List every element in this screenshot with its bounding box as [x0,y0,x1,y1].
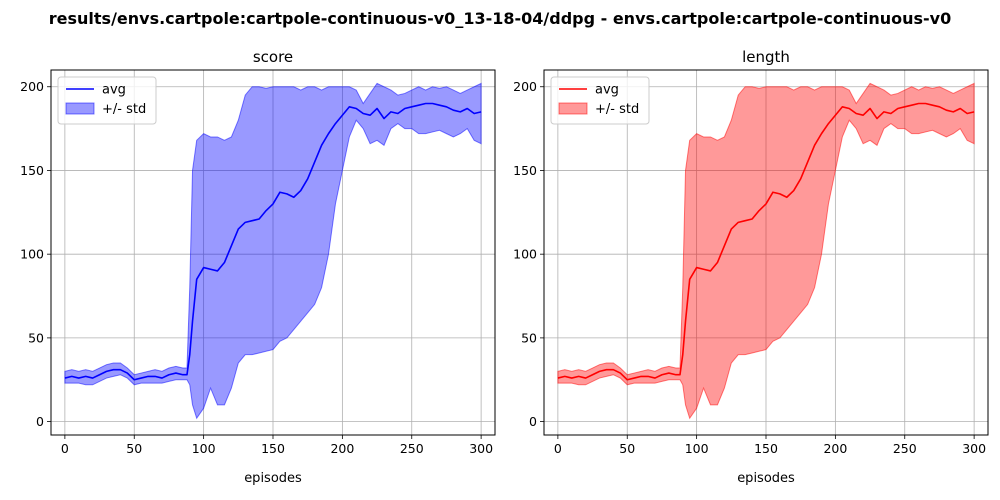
legend-band-swatch-1 [558,102,588,115]
y-tick-label-0-4: 200 [20,79,44,94]
avg-line-1 [557,102,975,381]
x-tick-label-1-6: 300 [962,441,986,456]
legend-label-std-1: +/- std [595,102,639,117]
std-band-0 [64,82,482,420]
legend-band-swatch-0 [65,102,95,115]
chart-title-0: score [253,48,293,66]
y-tick-label-1-2: 100 [513,247,537,262]
y-tick-label-1-0: 0 [529,414,537,429]
chart-0: score 0 50 100 150 200 250 300 0 50 100 150 200 episo… [20,48,496,486]
std-band-1 [557,82,975,420]
x-tick-label-0-4: 200 [330,441,354,456]
y-tick-label-1-4: 200 [513,79,537,94]
x-tick-label-1-0: 0 [554,441,562,456]
x-axis-label-1: episodes [737,471,795,486]
legend-label-avg-0: avg [102,83,126,98]
chart-1: length 0 50 100 150 200 250 300 0 50 100 150 200 epis… [513,48,989,486]
chart-title-1: length [742,48,790,66]
y-tick-label-1-3: 150 [513,163,537,178]
x-tick-label-0-1: 50 [126,441,142,456]
y-tick-label-0-2: 100 [20,247,44,262]
x-tick-label-0-0: 0 [61,441,69,456]
x-tick-label-1-3: 150 [754,441,778,456]
figure-title: results/envs.cartpole:cartpole-continuou… [49,9,951,28]
legend-label-std-0: +/- std [102,102,146,117]
x-tick-label-1-1: 50 [619,441,635,456]
y-tick-label-0-0: 0 [36,414,44,429]
y-tick-label-0-3: 150 [20,163,44,178]
y-tick-label-1-1: 50 [521,330,537,345]
x-axis-label-0: episodes [244,471,302,486]
x-tick-label-1-4: 200 [823,441,847,456]
x-tick-label-0-5: 250 [400,441,424,456]
x-tick-label-1-2: 100 [685,441,709,456]
avg-line-0 [64,102,482,381]
legend-label-avg-1: avg [595,83,619,98]
x-tick-label-0-3: 150 [261,441,285,456]
y-tick-label-0-1: 50 [28,330,44,345]
x-tick-label-0-2: 100 [192,441,216,456]
x-tick-label-0-6: 300 [469,441,493,456]
x-tick-label-1-5: 250 [893,441,917,456]
